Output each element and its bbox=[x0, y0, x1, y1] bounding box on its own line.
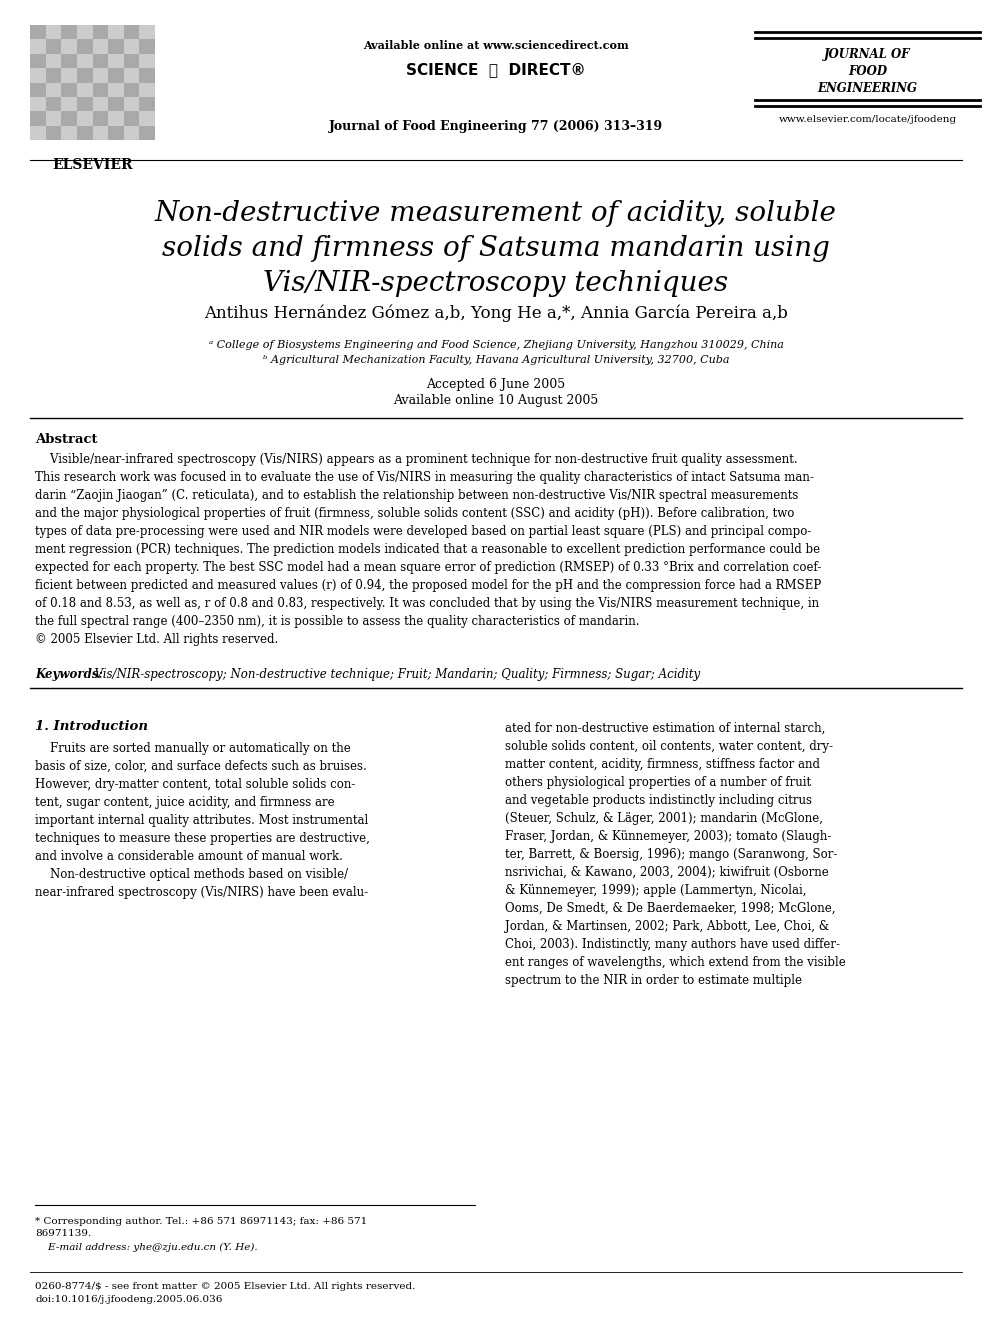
Text: Keywords:: Keywords: bbox=[35, 668, 103, 681]
Text: ᵇ Agricultural Mechanization Faculty, Havana Agricultural University, 32700, Cub: ᵇ Agricultural Mechanization Faculty, Ha… bbox=[263, 355, 729, 365]
Bar bbox=[76, 97, 92, 111]
Bar bbox=[62, 82, 76, 97]
Bar bbox=[108, 126, 124, 140]
Bar bbox=[30, 25, 155, 140]
Bar bbox=[139, 67, 155, 82]
Text: * Corresponding author. Tel.: +86 571 86971143; fax: +86 571
86971139.: * Corresponding author. Tel.: +86 571 86… bbox=[35, 1217, 367, 1238]
Bar bbox=[30, 82, 46, 97]
Text: Vis/NIR-spectroscopy; Non-destructive technique; Fruit; Mandarin; Quality; Firmn: Vis/NIR-spectroscopy; Non-destructive te… bbox=[87, 668, 700, 681]
Text: Available online 10 August 2005: Available online 10 August 2005 bbox=[394, 394, 598, 407]
Text: Visible/near-infrared spectroscopy (Vis/NIRS) appears as a prominent technique f: Visible/near-infrared spectroscopy (Vis/… bbox=[35, 452, 821, 646]
Text: Fruits are sorted manually or automatically on the
basis of size, color, and sur: Fruits are sorted manually or automatica… bbox=[35, 742, 370, 900]
Bar bbox=[62, 54, 76, 67]
Bar bbox=[76, 67, 92, 82]
Bar bbox=[139, 97, 155, 111]
Bar bbox=[124, 111, 139, 126]
Text: ated for non-destructive estimation of internal starch,
soluble solids content, : ated for non-destructive estimation of i… bbox=[505, 722, 846, 987]
Bar bbox=[76, 40, 92, 54]
Bar bbox=[108, 97, 124, 111]
Bar bbox=[46, 126, 62, 140]
Text: ELSEVIER: ELSEVIER bbox=[53, 157, 133, 172]
Text: JOURNAL OF: JOURNAL OF bbox=[824, 48, 911, 61]
Text: Available online at www.sciencedirect.com: Available online at www.sciencedirect.co… bbox=[363, 40, 629, 52]
Bar bbox=[108, 67, 124, 82]
Bar bbox=[124, 25, 139, 40]
Text: doi:10.1016/j.jfoodeng.2005.06.036: doi:10.1016/j.jfoodeng.2005.06.036 bbox=[35, 1295, 222, 1304]
Text: Accepted 6 June 2005: Accepted 6 June 2005 bbox=[427, 378, 565, 392]
Bar bbox=[76, 126, 92, 140]
Bar bbox=[108, 40, 124, 54]
Text: ᵃ College of Biosystems Engineering and Food Science, Zhejiang University, Hangz: ᵃ College of Biosystems Engineering and … bbox=[208, 340, 784, 351]
Text: SCIENCE  ⓓ  DIRECT®: SCIENCE ⓓ DIRECT® bbox=[406, 62, 586, 77]
Bar bbox=[92, 111, 108, 126]
Bar bbox=[124, 82, 139, 97]
Bar bbox=[30, 54, 46, 67]
Text: Journal of Food Engineering 77 (2006) 313–319: Journal of Food Engineering 77 (2006) 31… bbox=[329, 120, 663, 134]
Text: Vis/NIR-spectroscopy techniques: Vis/NIR-spectroscopy techniques bbox=[264, 270, 728, 296]
Text: E-mail address: yhe@zju.edu.cn (Y. He).: E-mail address: yhe@zju.edu.cn (Y. He). bbox=[35, 1244, 258, 1252]
Bar bbox=[46, 40, 62, 54]
Bar bbox=[30, 25, 46, 40]
Text: 1. Introduction: 1. Introduction bbox=[35, 720, 148, 733]
Bar bbox=[139, 126, 155, 140]
Bar bbox=[62, 111, 76, 126]
Bar bbox=[92, 54, 108, 67]
Bar bbox=[92, 25, 108, 40]
Bar bbox=[62, 25, 76, 40]
Bar bbox=[30, 111, 46, 126]
Bar bbox=[124, 54, 139, 67]
Bar bbox=[46, 97, 62, 111]
Text: Abstract: Abstract bbox=[35, 433, 97, 446]
Text: 0260-8774/$ - see front matter © 2005 Elsevier Ltd. All rights reserved.: 0260-8774/$ - see front matter © 2005 El… bbox=[35, 1282, 416, 1291]
Text: www.elsevier.com/locate/jfoodeng: www.elsevier.com/locate/jfoodeng bbox=[779, 115, 956, 124]
Bar bbox=[92, 82, 108, 97]
Bar bbox=[139, 40, 155, 54]
Text: Antihus Hernández Gómez a,b, Yong He a,*, Annia García Pereira a,b: Antihus Hernández Gómez a,b, Yong He a,*… bbox=[204, 306, 788, 323]
Text: solids and firmness of Satsuma mandarin using: solids and firmness of Satsuma mandarin … bbox=[162, 235, 830, 262]
Text: FOOD: FOOD bbox=[848, 65, 887, 78]
Text: Non-destructive measurement of acidity, soluble: Non-destructive measurement of acidity, … bbox=[155, 200, 837, 228]
Text: ENGINEERING: ENGINEERING bbox=[817, 82, 918, 95]
Bar bbox=[46, 67, 62, 82]
